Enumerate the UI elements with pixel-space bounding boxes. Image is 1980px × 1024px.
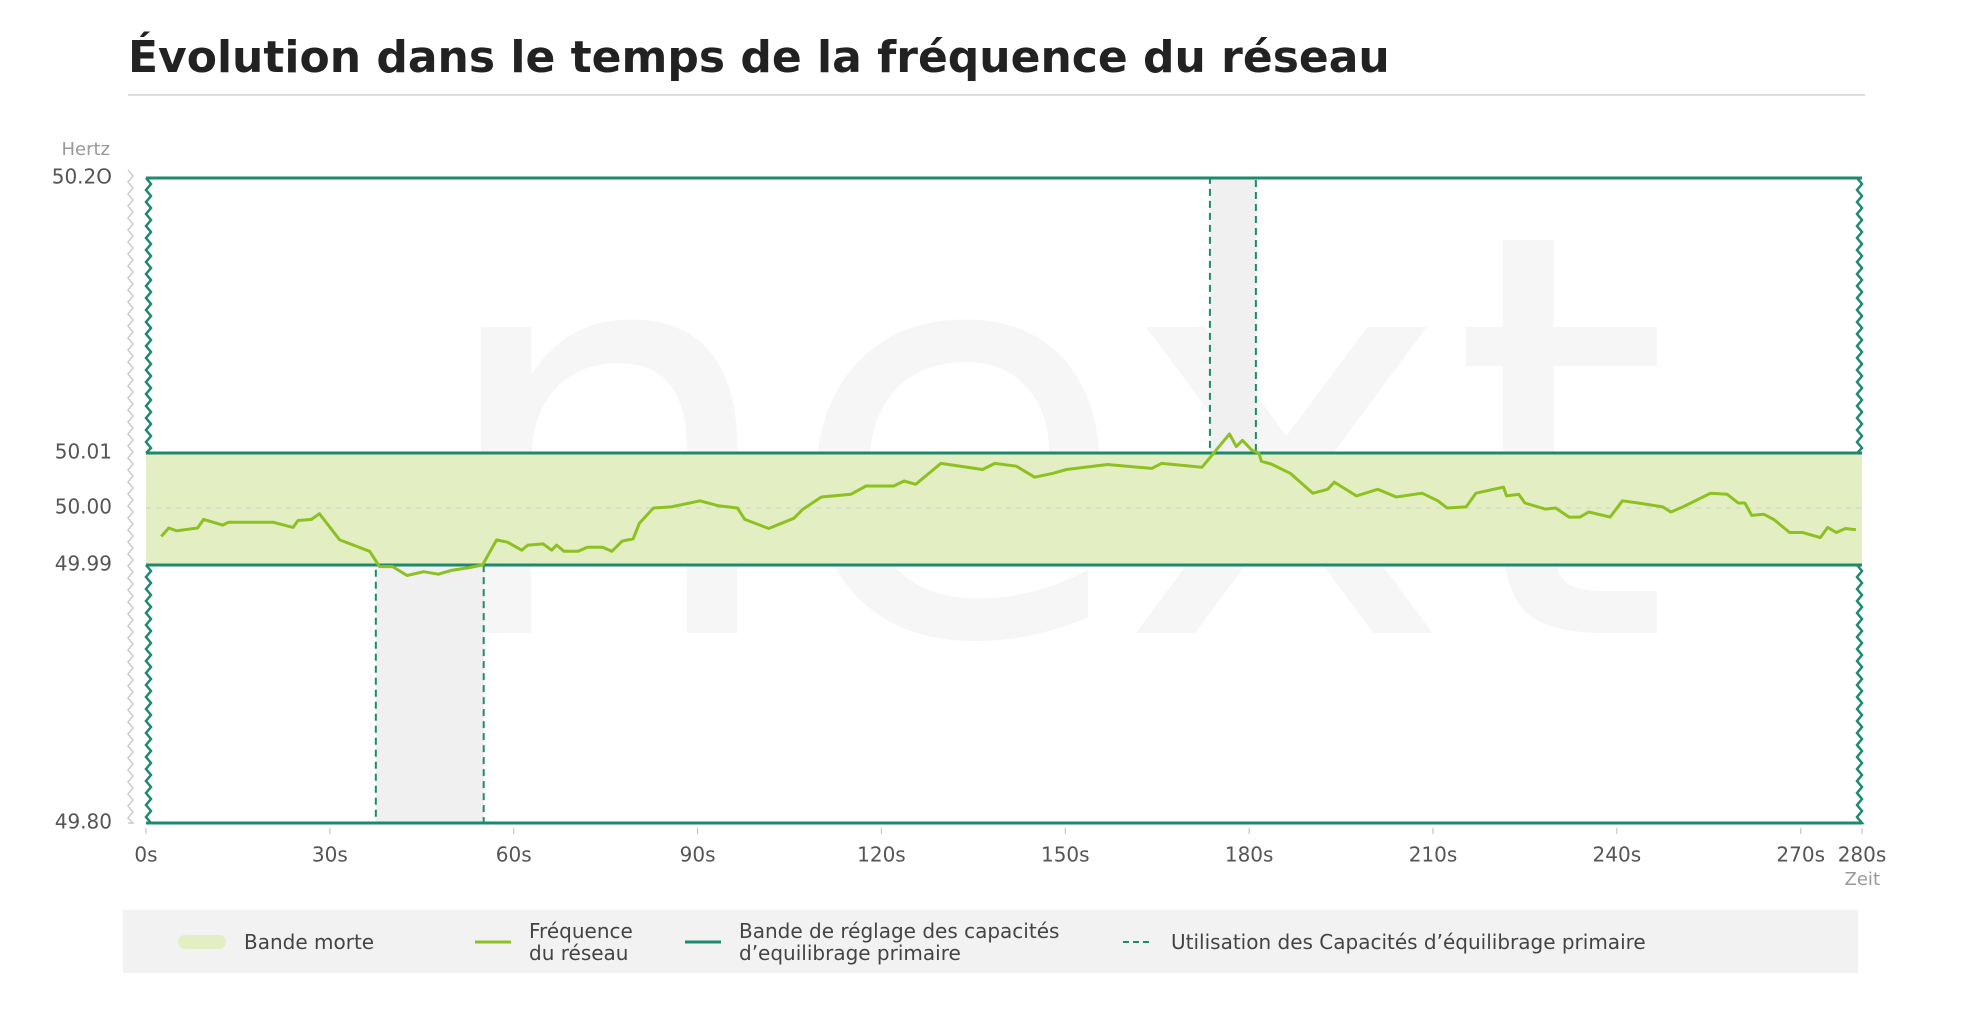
legend-label: Fréquence du réseau bbox=[529, 918, 633, 965]
legend-swatch bbox=[1123, 940, 1153, 943]
x-tick-label: 90s bbox=[680, 843, 716, 867]
frequency-line bbox=[160, 432, 1857, 577]
x-tick-label: 270s bbox=[1776, 843, 1825, 867]
legend: Bande morte Fréquence du réseau Bande de… bbox=[123, 910, 1858, 973]
x-tick-label: 0s bbox=[134, 843, 157, 867]
legend-swatch bbox=[475, 940, 511, 943]
activation bbox=[1208, 177, 1257, 454]
legend-swatch bbox=[178, 934, 226, 949]
y-tick-label: 50.01 bbox=[55, 440, 112, 464]
x-tick-label: 210s bbox=[1409, 843, 1458, 867]
y-tick-label: 49.80 bbox=[55, 810, 112, 834]
y-tick-label: 49.99 bbox=[55, 552, 112, 576]
dead-band bbox=[146, 453, 1862, 565]
x-tick-label: 180s bbox=[1225, 843, 1274, 867]
y-axis-label: Hertz bbox=[61, 139, 110, 160]
legend-item: Utilisation des Capacités d’équilibrage … bbox=[1123, 930, 1646, 954]
x-tick-label: 60s bbox=[496, 843, 532, 867]
x-tick-label: 240s bbox=[1593, 843, 1642, 867]
legend-item: Bande de réglage des capacités d’equilib… bbox=[685, 920, 1069, 964]
x-tick-label: 120s bbox=[857, 843, 906, 867]
legend-swatch bbox=[685, 940, 721, 943]
x-tick-label: 30s bbox=[312, 843, 348, 867]
chart-title: Évolution dans le temps de la fréquence … bbox=[128, 30, 1390, 83]
legend-label: Bande de réglage des capacités d’equilib… bbox=[739, 918, 1060, 965]
legend-item: Fréquence du réseau bbox=[475, 920, 649, 964]
axis-break bbox=[126, 169, 135, 824]
watermark: next bbox=[430, 114, 1671, 766]
band-side bbox=[144, 177, 153, 454]
x-axis-label: Zeit bbox=[1845, 869, 1880, 890]
band-side bbox=[1855, 564, 1865, 825]
legend-label: Bande morte bbox=[244, 929, 375, 954]
y-tick-label: 50.2O bbox=[52, 165, 112, 189]
x-tick-label: 280s bbox=[1838, 843, 1887, 867]
band-side bbox=[1855, 177, 1864, 454]
band-side bbox=[144, 564, 154, 825]
activation bbox=[374, 564, 485, 824]
swatch bbox=[178, 934, 226, 949]
x-tick-label: 150s bbox=[1041, 843, 1090, 867]
legend-item: Bande morte bbox=[178, 930, 374, 954]
y-tick-label: 50.00 bbox=[55, 495, 112, 519]
legend-label: Utilisation des Capacités d’équilibrage … bbox=[1171, 929, 1646, 954]
